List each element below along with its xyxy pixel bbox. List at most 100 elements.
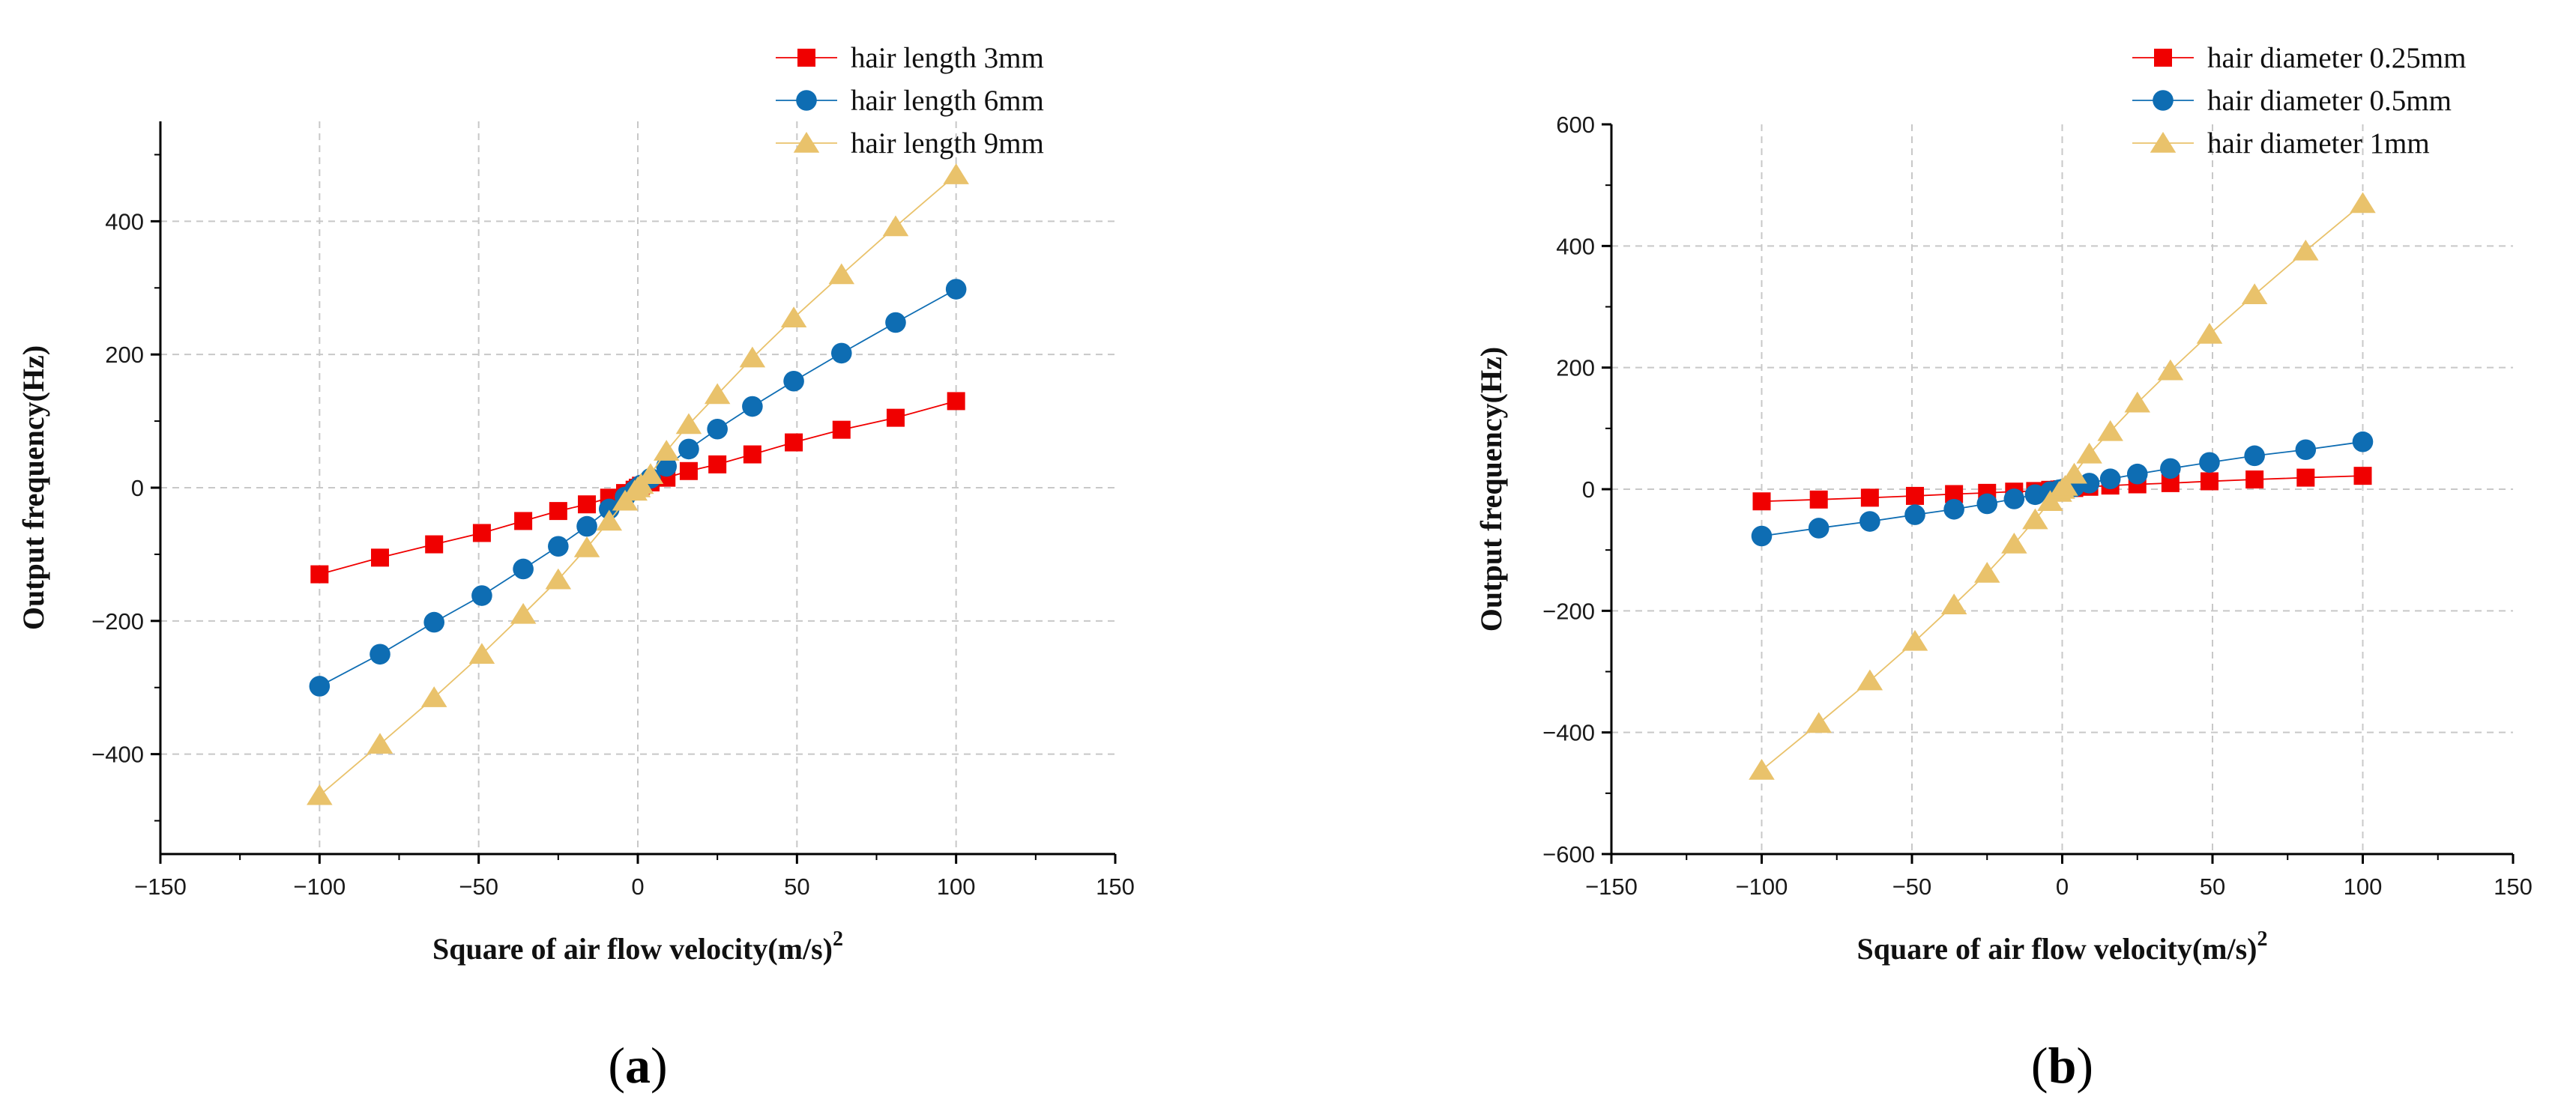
chart1-y-tick-label-3: 0 bbox=[1582, 476, 1595, 503]
chart1-x-tick-label-2: −50 bbox=[1892, 874, 1932, 900]
chart1-x-tick-label-0: −150 bbox=[1585, 874, 1638, 900]
chart1-series-0-point bbox=[1809, 490, 1828, 509]
chart0-legend-label-0: hair length 3mm bbox=[851, 42, 1044, 74]
chart0-series-1-point bbox=[309, 676, 331, 697]
chart0-series-1-point bbox=[513, 558, 534, 580]
chart1-y-tick-label-6: 600 bbox=[1556, 112, 1595, 138]
chart1-series-2-point bbox=[2196, 323, 2223, 344]
chart1-y-tick-label-1: −400 bbox=[1542, 720, 1595, 746]
chart1-legend-label-0: hair diameter 0.25mm bbox=[2207, 42, 2466, 74]
chart1-series-2-point bbox=[2052, 474, 2078, 496]
chart0-x-axis-label: Square of air flow velocity(m/s)2 bbox=[432, 927, 843, 966]
chart0-y-tick-label-1: −200 bbox=[91, 608, 144, 635]
chart0-series-1-point bbox=[678, 438, 699, 460]
chart0-series-1-point bbox=[783, 370, 804, 392]
chart1-legend-marker-1 bbox=[2153, 90, 2174, 111]
chart0-y-tick-label-4: 400 bbox=[105, 208, 144, 234]
chart0-series-0-point bbox=[708, 455, 727, 473]
chart0-y-axis-label: Output frequency(Hz) bbox=[16, 345, 50, 630]
chart0-series-0-point bbox=[886, 408, 905, 427]
chart-panel-b: −150 −100 −50 0 50 100 150 −600 −400 −200 0 200 400 6… bbox=[1474, 42, 2533, 1094]
chart0-series-0-point bbox=[425, 535, 444, 554]
chart1-y-tick-label-2: −200 bbox=[1542, 598, 1595, 624]
chart1-series-1-point bbox=[1904, 504, 1925, 525]
chart0-series-0-point bbox=[832, 420, 851, 439]
chart1-x-tick-label-4: 50 bbox=[2200, 874, 2225, 900]
chart1-series-1-point bbox=[1943, 498, 1964, 520]
chart1-series-1-point bbox=[1751, 525, 1773, 547]
chart0-y-tick-label-0: −400 bbox=[91, 742, 144, 768]
chart0-legend-marker-0 bbox=[797, 49, 815, 67]
chart0-legend-label-1: hair length 6mm bbox=[851, 85, 1044, 117]
chart1-series-1-point bbox=[2126, 463, 2148, 485]
chart1-series-2-point bbox=[2022, 508, 2048, 530]
chart0-series-1-point bbox=[369, 644, 390, 665]
chart1-series-2-point bbox=[1901, 629, 1928, 651]
chart1-x-axis-label: Square of air flow velocity(m/s)2 bbox=[1856, 927, 2267, 966]
chart0-series-1-point bbox=[707, 418, 728, 440]
chart1-x-tick-label-5: 100 bbox=[2344, 874, 2383, 900]
chart1-series-0-point bbox=[2245, 470, 2264, 489]
chart0-panel-label: (a) bbox=[608, 1037, 667, 1094]
chart0-series-0-point bbox=[514, 512, 533, 530]
chart1-series-2-point bbox=[2241, 283, 2268, 305]
chart0-series-2-point bbox=[943, 163, 969, 184]
chart0-series-2-point bbox=[704, 383, 731, 405]
chart1-series-0-point bbox=[1906, 486, 1925, 505]
chart0-series-2-point bbox=[739, 346, 766, 368]
chart0-series-2-point bbox=[307, 784, 333, 805]
chart0-series-1-point bbox=[471, 585, 492, 606]
chart0-x-tick-label-5: 100 bbox=[937, 874, 976, 900]
chart0-series-1-point bbox=[423, 611, 445, 633]
chart0-series-2-point bbox=[545, 568, 572, 590]
chart1-series-0-point bbox=[1860, 488, 1879, 507]
chart0-series-0-point bbox=[743, 445, 761, 464]
chart1-series-1-point bbox=[1808, 518, 1830, 539]
chart0-legend-marker-1 bbox=[796, 90, 817, 111]
chart0-series-1-point bbox=[742, 396, 763, 417]
chart1-legend-marker-0 bbox=[2154, 49, 2172, 67]
chart0-series-2-point bbox=[367, 733, 393, 754]
chart0-series-0-point bbox=[472, 524, 491, 542]
chart0-series-0-point bbox=[578, 495, 597, 514]
chart0-x-tick-label-6: 150 bbox=[1096, 874, 1135, 900]
chart0-series-1-point bbox=[885, 312, 906, 333]
chart1-series-1-point bbox=[2199, 452, 2220, 473]
chart0-x-tick-label-1: −100 bbox=[293, 874, 346, 900]
chart1-x-tick-label-6: 150 bbox=[2494, 874, 2533, 900]
chart0-series-1-point bbox=[548, 536, 569, 557]
chart0-legend-label-2: hair length 9mm bbox=[851, 127, 1044, 160]
chart0-series-0-point bbox=[679, 461, 698, 480]
chart0-x-tick-label-4: 50 bbox=[784, 874, 809, 900]
chart1-series-1-point bbox=[2003, 488, 2025, 509]
chart0-series-2-point bbox=[675, 413, 702, 435]
chart0-series-2-point bbox=[510, 602, 537, 624]
chart1-legend-label-1: hair diameter 0.5mm bbox=[2207, 85, 2452, 117]
chart1-series-1-point bbox=[2160, 458, 2181, 479]
chart1-series-1-point bbox=[2352, 431, 2374, 452]
chart0-series-2-point bbox=[596, 509, 623, 531]
chart0-legend-marker-2 bbox=[793, 132, 820, 153]
chart1-series-1-point bbox=[2295, 439, 2317, 461]
chart1-series-2-point bbox=[1940, 593, 1967, 614]
chart0-series-0-point bbox=[947, 392, 965, 411]
chart1-y-tick-label-5: 400 bbox=[1556, 233, 1595, 259]
chart0-series-1-point bbox=[945, 279, 967, 300]
chart1-series-1-point bbox=[2099, 468, 2121, 490]
chart0-series-0-point bbox=[549, 502, 567, 521]
chart0-y-tick-label-2: 0 bbox=[131, 475, 144, 501]
chart1-series-0-point bbox=[2296, 468, 2315, 487]
chart1-x-tick-label-3: 0 bbox=[2056, 874, 2069, 900]
chart0-series-0-point bbox=[785, 433, 803, 452]
chart0-x-tick-label-2: −50 bbox=[459, 874, 498, 900]
chart1-series-0-point bbox=[2353, 467, 2372, 485]
chart1-series-1-point bbox=[1859, 511, 1880, 532]
chart0-series-2-point bbox=[780, 306, 807, 328]
chart1-series-2-point bbox=[2293, 239, 2319, 261]
chart1-series-0-point bbox=[1752, 492, 1771, 511]
chart0-series-1-point bbox=[830, 342, 852, 364]
chart0-series-2-point bbox=[653, 440, 680, 461]
chart0-x-tick-label-0: −150 bbox=[134, 874, 187, 900]
chart1-series-2-point bbox=[2076, 442, 2102, 464]
